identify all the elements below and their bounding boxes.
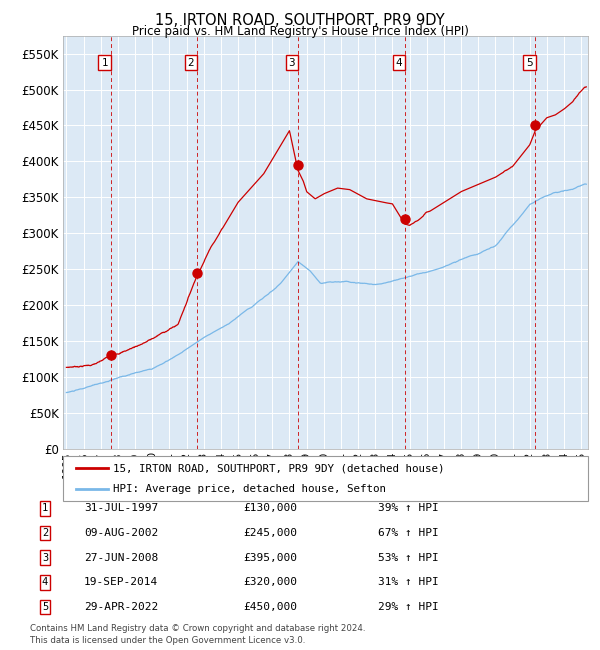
Text: 5: 5: [42, 602, 48, 612]
Text: 67% ↑ HPI: 67% ↑ HPI: [378, 528, 439, 538]
Text: 31% ↑ HPI: 31% ↑ HPI: [378, 577, 439, 588]
Text: 2: 2: [188, 58, 194, 68]
Text: 1: 1: [101, 58, 108, 68]
Text: 2: 2: [42, 528, 48, 538]
Text: 3: 3: [42, 552, 48, 563]
Text: 4: 4: [395, 58, 402, 68]
Text: HPI: Average price, detached house, Sefton: HPI: Average price, detached house, Seft…: [113, 484, 386, 493]
Text: 5: 5: [526, 58, 533, 68]
Text: 3: 3: [289, 58, 295, 68]
Text: 1: 1: [42, 503, 48, 514]
Text: Price paid vs. HM Land Registry's House Price Index (HPI): Price paid vs. HM Land Registry's House …: [131, 25, 469, 38]
Text: Contains HM Land Registry data © Crown copyright and database right 2024.
This d: Contains HM Land Registry data © Crown c…: [30, 624, 365, 645]
Text: £395,000: £395,000: [243, 552, 297, 563]
Text: 4: 4: [42, 577, 48, 588]
Text: £450,000: £450,000: [243, 602, 297, 612]
Text: £245,000: £245,000: [243, 528, 297, 538]
Text: 09-AUG-2002: 09-AUG-2002: [84, 528, 158, 538]
Text: 39% ↑ HPI: 39% ↑ HPI: [378, 503, 439, 514]
Text: 53% ↑ HPI: 53% ↑ HPI: [378, 552, 439, 563]
Text: 31-JUL-1997: 31-JUL-1997: [84, 503, 158, 514]
Text: 29% ↑ HPI: 29% ↑ HPI: [378, 602, 439, 612]
FancyBboxPatch shape: [63, 456, 588, 500]
Text: 19-SEP-2014: 19-SEP-2014: [84, 577, 158, 588]
Text: 29-APR-2022: 29-APR-2022: [84, 602, 158, 612]
Text: 15, IRTON ROAD, SOUTHPORT, PR9 9DY (detached house): 15, IRTON ROAD, SOUTHPORT, PR9 9DY (deta…: [113, 463, 445, 473]
Text: £130,000: £130,000: [243, 503, 297, 514]
Text: 15, IRTON ROAD, SOUTHPORT, PR9 9DY: 15, IRTON ROAD, SOUTHPORT, PR9 9DY: [155, 13, 445, 28]
Text: £320,000: £320,000: [243, 577, 297, 588]
Text: 27-JUN-2008: 27-JUN-2008: [84, 552, 158, 563]
